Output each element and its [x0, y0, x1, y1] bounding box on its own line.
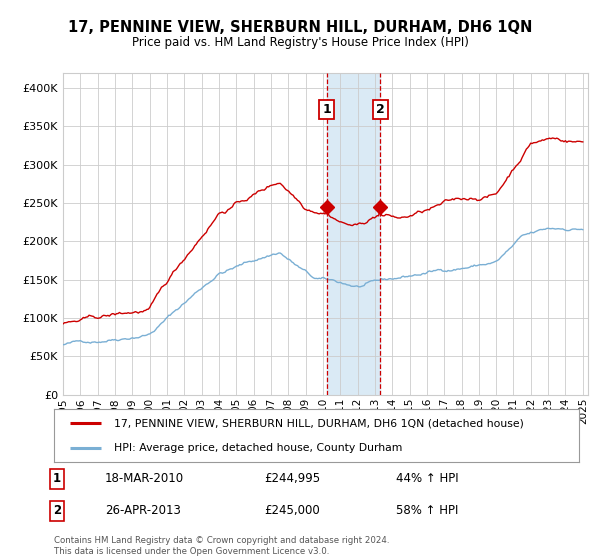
Text: 2: 2: [53, 504, 61, 517]
Text: 17, PENNINE VIEW, SHERBURN HILL, DURHAM, DH6 1QN (detached house): 17, PENNINE VIEW, SHERBURN HILL, DURHAM,…: [115, 418, 524, 428]
Text: £244,995: £244,995: [264, 472, 320, 486]
Text: 2: 2: [376, 104, 385, 116]
Text: 17, PENNINE VIEW, SHERBURN HILL, DURHAM, DH6 1QN: 17, PENNINE VIEW, SHERBURN HILL, DURHAM,…: [68, 20, 532, 35]
Text: £245,000: £245,000: [264, 504, 320, 517]
Text: 58% ↑ HPI: 58% ↑ HPI: [396, 504, 458, 517]
Text: 1: 1: [322, 104, 331, 116]
Text: Price paid vs. HM Land Registry's House Price Index (HPI): Price paid vs. HM Land Registry's House …: [131, 36, 469, 49]
Text: 44% ↑ HPI: 44% ↑ HPI: [396, 472, 458, 486]
Text: 26-APR-2013: 26-APR-2013: [105, 504, 181, 517]
Text: HPI: Average price, detached house, County Durham: HPI: Average price, detached house, Coun…: [115, 442, 403, 452]
Text: 1: 1: [53, 472, 61, 486]
Text: Contains HM Land Registry data © Crown copyright and database right 2024.
This d: Contains HM Land Registry data © Crown c…: [54, 536, 389, 556]
Text: 18-MAR-2010: 18-MAR-2010: [105, 472, 184, 486]
Bar: [326, 73, 380, 395]
